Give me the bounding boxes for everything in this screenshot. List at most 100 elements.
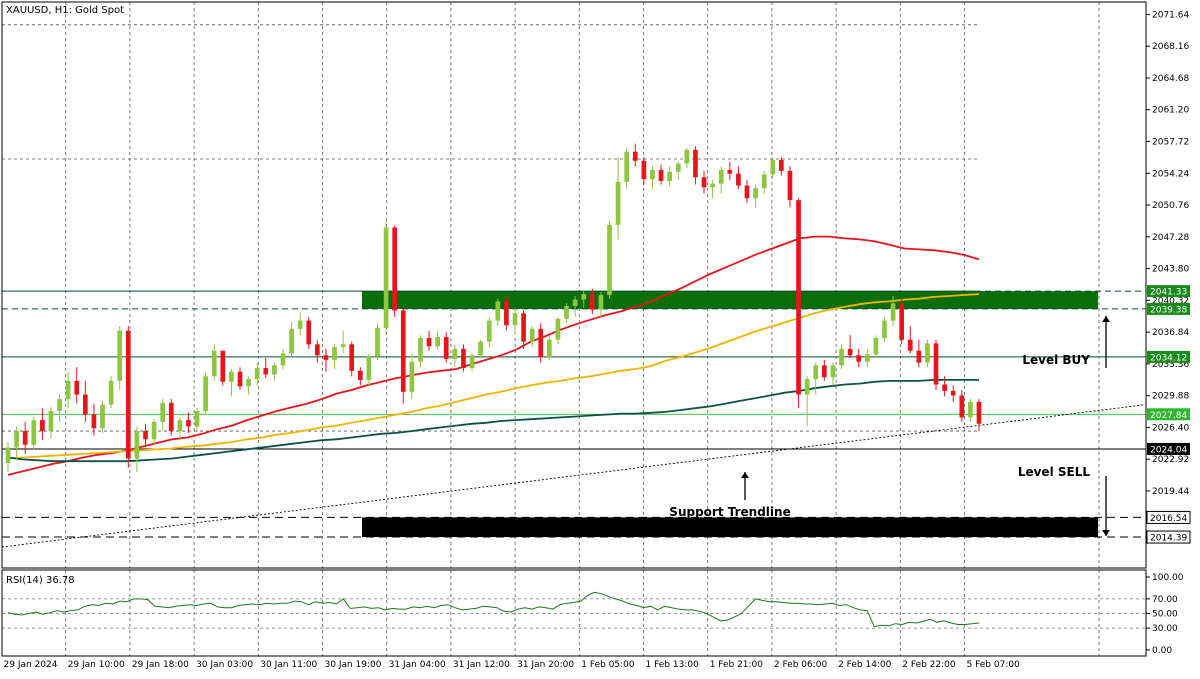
candle-body — [177, 420, 183, 432]
candle-body — [392, 227, 398, 311]
candle-body — [667, 171, 672, 181]
price-tick-label: 2026.40 — [1152, 423, 1189, 433]
time-axis: 29 Jan 2024 29 Jan 10:00 29 Jan 18:00 30 Ja… — [4, 660, 1021, 670]
candle-body — [968, 401, 973, 418]
candle-body — [890, 303, 896, 321]
candle-body — [340, 344, 346, 348]
candle-body — [194, 410, 200, 427]
time-tick-label: 2 Feb 14:00 — [838, 660, 892, 670]
rsi-tick-label: 30.00 — [1152, 624, 1178, 634]
candle-body — [864, 354, 870, 362]
candle-body — [856, 355, 862, 362]
support-trendline — [1, 404, 1147, 548]
rsi-title: RSI(14) 36.78 — [6, 575, 75, 586]
price-tag-box — [1147, 408, 1190, 421]
candle-body — [40, 420, 45, 432]
moving-averages — [7, 235, 980, 476]
time-tick-label: 30 Jan 19:00 — [325, 660, 382, 670]
candle-body — [581, 294, 587, 300]
price-tick-label: 2064.68 — [1152, 74, 1189, 84]
price-tick-label: 2029.88 — [1152, 392, 1189, 402]
candle-body — [435, 337, 440, 347]
rsi-tick-label: 100.00 — [1152, 573, 1184, 583]
price-tag-label: 2041.33 — [1150, 288, 1187, 298]
candle-body — [804, 379, 810, 395]
candle-body — [512, 313, 518, 326]
level-lines — [1, 290, 1147, 548]
candle-body — [100, 404, 105, 429]
chart-title: XAUUSD, H1: Gold Spot — [6, 5, 124, 16]
price-tag-box — [1147, 285, 1190, 298]
candle-body — [31, 420, 37, 445]
support-trendline-label: Support Trendline — [669, 505, 790, 519]
price-tag-label: 2039.38 — [1150, 305, 1187, 315]
time-tick-label: 29 Jan 2024 — [4, 660, 58, 670]
candle-body — [143, 431, 148, 440]
candle-body — [134, 431, 140, 459]
candle-body — [151, 421, 157, 440]
price-tag-label: 2034.12 — [1150, 353, 1187, 363]
price-tag-label: 2014.39 — [1150, 534, 1187, 544]
candle-body — [443, 337, 449, 359]
price-tick-label: 2033.36 — [1152, 360, 1189, 370]
price-tag-box — [1147, 442, 1190, 455]
candle-body — [744, 185, 750, 199]
trendline-arrow-head — [741, 472, 749, 478]
time-tick-label: 29 Jan 10:00 — [68, 660, 125, 670]
candle-body — [710, 183, 715, 188]
price-tag-box — [1146, 530, 1191, 544]
rsi-tick-label: 0.00 — [1152, 646, 1172, 656]
candle-body — [263, 368, 269, 375]
candle-body — [65, 380, 71, 400]
candle-body — [607, 224, 612, 296]
candle-body — [22, 431, 28, 445]
candle-body — [624, 151, 630, 182]
price-tick-label: 2036.84 — [1152, 328, 1189, 338]
candle-body — [168, 402, 174, 432]
candle-body — [486, 320, 492, 342]
candle-body — [400, 310, 406, 392]
candle-body — [736, 173, 741, 186]
candle-body — [409, 361, 415, 392]
candle-body — [839, 348, 844, 366]
time-tick-label: 5 Feb 07:00 — [967, 660, 1021, 670]
candle-body — [289, 328, 294, 354]
candle-body — [229, 371, 234, 382]
time-tick-label: 30 Jan 11:00 — [260, 660, 317, 670]
zones — [362, 291, 1098, 538]
candle-body — [297, 320, 303, 329]
candle-body — [796, 200, 801, 395]
candle-body — [108, 380, 114, 405]
candle-body — [589, 294, 595, 310]
candle-body — [332, 347, 337, 360]
candle-body — [813, 365, 819, 380]
candle-body — [899, 303, 905, 340]
tp-sell-label: Area TP SELL — [1001, 538, 1090, 552]
candle-body — [821, 365, 827, 378]
time-tick-label: 1 Feb 13:00 — [646, 660, 700, 670]
level-sell-label: Level SELL — [1018, 465, 1091, 479]
candle-body — [323, 355, 329, 360]
candle-body — [572, 299, 578, 306]
rsi-tick-label: 50.00 — [1152, 610, 1178, 620]
price-tick-label: 2047.28 — [1152, 233, 1189, 243]
candle-body — [349, 344, 355, 371]
candles — [5, 143, 982, 473]
candle-body — [942, 384, 947, 391]
candle-body — [727, 169, 733, 174]
candle-body — [847, 348, 853, 356]
annotations — [741, 316, 1110, 536]
candle-body — [641, 160, 647, 180]
candle-body — [5, 447, 11, 464]
candle-body — [452, 348, 458, 359]
candle-body — [598, 295, 604, 310]
candle-body — [366, 356, 372, 380]
main-frame — [1, 1, 1147, 569]
time-tick-label: 31 Jan 12:00 — [453, 660, 510, 670]
candle-body — [418, 337, 423, 362]
price-tick-label: 2050.76 — [1152, 201, 1189, 211]
candle-body — [761, 174, 767, 189]
price-tick-label: 2068.16 — [1152, 42, 1189, 52]
